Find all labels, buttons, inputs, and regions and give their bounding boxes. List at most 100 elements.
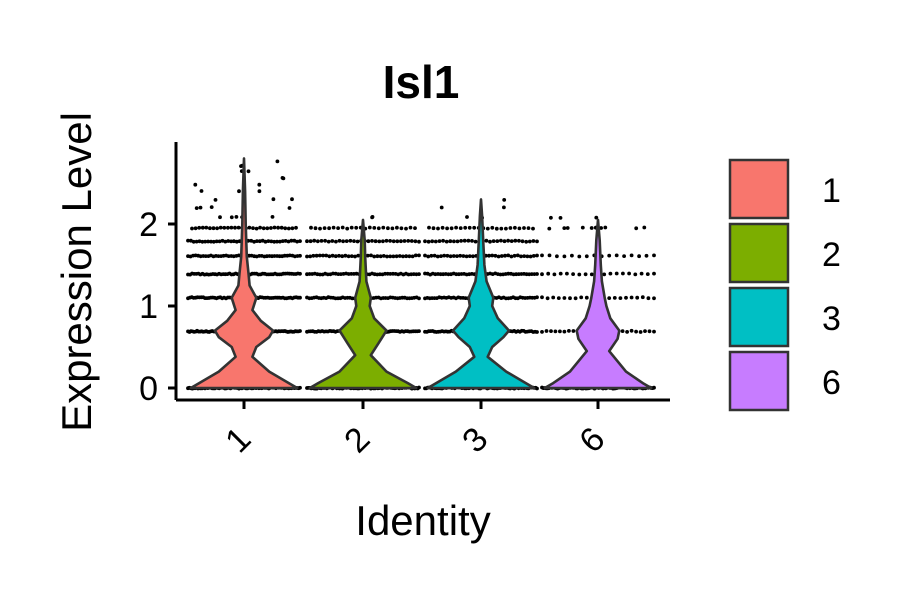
- data-point: [441, 238, 445, 243]
- data-point: [502, 239, 507, 244]
- data-point: [515, 253, 520, 258]
- data-point: [553, 329, 558, 334]
- data-point: [237, 189, 241, 194]
- data-point: [211, 239, 216, 244]
- data-point: [535, 239, 539, 244]
- data-point: [287, 206, 292, 210]
- data-point: [388, 272, 393, 276]
- data-point: [372, 226, 377, 230]
- data-point: [395, 239, 400, 244]
- data-point: [624, 295, 628, 300]
- data-point: [336, 226, 340, 231]
- data-point: [577, 254, 582, 259]
- data-point: [386, 226, 390, 231]
- data-point: [383, 271, 387, 276]
- data-point: [413, 239, 418, 244]
- x-axis-label: Identity: [355, 497, 490, 544]
- data-point: [484, 238, 489, 243]
- data-point: [417, 385, 421, 390]
- data-point: [377, 239, 382, 244]
- data-point: [370, 239, 374, 243]
- data-point: [190, 226, 194, 231]
- data-point: [356, 253, 361, 258]
- data-point: [545, 296, 550, 301]
- data-point: [417, 329, 421, 333]
- data-point: [330, 239, 335, 243]
- data-point: [531, 226, 535, 231]
- data-point: [269, 226, 273, 230]
- legend-label: 3: [822, 300, 841, 338]
- data-point: [462, 238, 467, 243]
- data-point: [490, 225, 495, 230]
- y-tick-label: 0: [139, 370, 158, 408]
- data-point: [399, 226, 404, 231]
- data-point: [490, 253, 495, 258]
- data-point: [315, 239, 320, 244]
- data-point: [567, 329, 571, 333]
- data-point: [388, 239, 392, 243]
- data-point: [200, 225, 205, 230]
- data-point: [562, 296, 567, 300]
- data-point: [343, 253, 348, 258]
- data-point: [506, 238, 510, 243]
- data-point: [535, 386, 539, 391]
- violin-1: [189, 157, 299, 390]
- data-point: [448, 239, 453, 244]
- data-point: [568, 296, 572, 301]
- data-point: [513, 238, 518, 243]
- data-point: [491, 239, 496, 244]
- y-ticks: 0 1 2: [139, 206, 176, 408]
- data-point: [493, 253, 498, 258]
- data-point: [194, 206, 199, 211]
- data-point: [580, 225, 585, 230]
- data-point: [204, 225, 209, 230]
- data-point: [197, 239, 202, 244]
- data-point: [459, 239, 463, 243]
- data-point: [629, 328, 634, 333]
- data-point: [282, 253, 287, 258]
- data-point: [275, 239, 279, 244]
- data-point: [334, 239, 338, 244]
- data-point: [388, 254, 393, 259]
- data-point: [629, 253, 634, 258]
- data-point: [645, 272, 650, 276]
- data-point: [381, 254, 386, 258]
- data-point: [366, 239, 371, 244]
- legend-swatch: [728, 222, 790, 284]
- data-point: [370, 215, 374, 220]
- data-point: [435, 254, 440, 259]
- data-point: [349, 272, 354, 276]
- data-point: [652, 296, 656, 301]
- data-point: [494, 226, 499, 231]
- data-point: [346, 254, 351, 259]
- data-point: [444, 239, 449, 244]
- data-point: [234, 239, 239, 244]
- data-point: [499, 254, 504, 258]
- data-point: [637, 254, 641, 259]
- data-point: [214, 239, 219, 244]
- data-point: [547, 226, 552, 231]
- data-point: [194, 239, 199, 244]
- data-point: [298, 253, 302, 258]
- data-point: [410, 254, 415, 259]
- data-point: [327, 226, 331, 231]
- data-point: [331, 225, 336, 230]
- data-point: [290, 226, 295, 231]
- data-point: [352, 239, 356, 244]
- data-point: [448, 254, 453, 259]
- data-point: [565, 226, 570, 230]
- data-point: [337, 238, 342, 243]
- data-point: [314, 253, 319, 258]
- data-point: [203, 239, 208, 244]
- data-point: [440, 225, 445, 230]
- data-point: [278, 239, 282, 244]
- data-point: [417, 253, 421, 258]
- data-point: [652, 253, 656, 258]
- chart-title: Isl1: [383, 56, 460, 108]
- data-point: [608, 271, 613, 276]
- data-point: [571, 272, 575, 276]
- data-point: [308, 239, 313, 244]
- data-point: [519, 254, 523, 259]
- data-point: [295, 239, 299, 244]
